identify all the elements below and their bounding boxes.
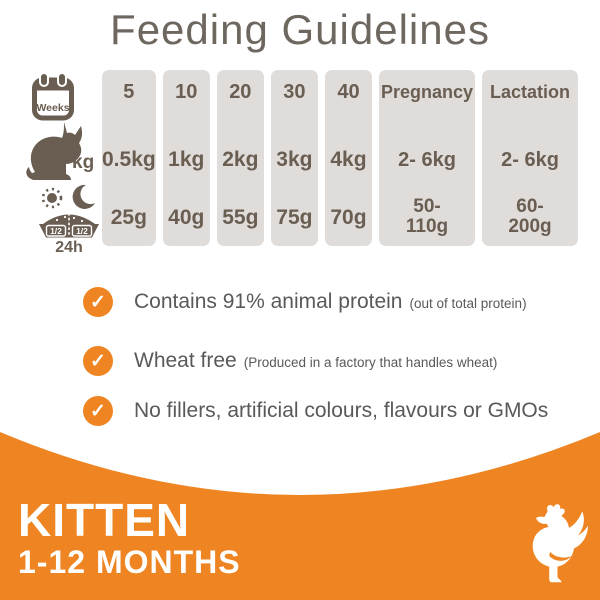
amount-value: 60- 200g	[508, 196, 552, 237]
hen-icon	[532, 504, 588, 583]
kg-label: kg	[72, 152, 95, 173]
weeks-label: Weeks	[36, 102, 69, 114]
per-24h-label: 24h	[55, 239, 83, 256]
amount-value: 55g	[222, 206, 259, 229]
page-title: Feeding Guidelines	[110, 6, 490, 53]
benefit-note: (Produced in a factory that handles whea…	[243, 355, 498, 370]
food-bowl-icon: 1/2 1/2	[39, 213, 99, 238]
weight-value: 3kg	[276, 148, 313, 171]
benefit-note: (out of total protein)	[409, 296, 527, 311]
weeks-value: 30	[283, 80, 306, 103]
benefit-main: No fillers, artificial colours, flavours…	[134, 399, 549, 422]
cat-icon	[26, 122, 83, 180]
amount-value: 40g	[168, 206, 205, 229]
benefit-item: ✓ No fillers, artificial colours, flavour…	[83, 396, 555, 426]
table-column: 30 3kg 75g	[270, 70, 318, 246]
weeks-value: 20	[229, 80, 252, 103]
half-portion-left-label: 1/2	[50, 226, 62, 236]
amount-value: 75g	[276, 206, 313, 229]
table-column: 10 1kg 40g	[162, 70, 210, 246]
sun-icon	[41, 187, 63, 209]
row-label-column: Weeks kg 1/2 1/2 24h	[22, 70, 99, 256]
weeks-value: Pregnancy	[380, 81, 474, 102]
weight-value: 2kg	[222, 148, 259, 171]
benefits-list: ✓ Contains 91% animal protein (out of tota…	[83, 287, 555, 455]
age-range: 1-12 MONTHS	[18, 544, 241, 580]
banner-curve	[0, 432, 600, 600]
moon-icon	[72, 184, 95, 209]
benefit-main: Wheat free	[134, 349, 237, 372]
bottom-banner: KITTEN 1-12 MONTHS	[0, 425, 600, 600]
benefit-text: No fillers, artificial colours, flavours…	[134, 399, 555, 423]
weight-value: 0.5kg	[102, 148, 156, 171]
benefit-item: ✓ Wheat free (Produced in a factory that h…	[83, 346, 555, 376]
weeks-value: 10	[175, 80, 198, 103]
product-name: KITTEN	[18, 494, 191, 546]
half-portion-right-label: 1/2	[76, 226, 88, 236]
check-icon: ✓	[83, 346, 113, 376]
amount-value: 50- 110g	[405, 196, 449, 237]
weight-value: 4kg	[330, 148, 367, 171]
benefit-text: Contains 91% animal protein (out of total…	[134, 290, 527, 314]
sun-moon-icons	[41, 184, 95, 209]
feeding-table: Weeks kg 1/2 1/2 24h	[22, 70, 579, 256]
benefit-text: Wheat free (Produced in a factory that ha…	[134, 349, 497, 373]
table-column: Pregnancy 2- 6kg 50- 110g	[379, 70, 476, 246]
table-column: Lactation 2- 6kg 60- 200g	[482, 70, 579, 246]
weight-value: 2- 6kg	[398, 148, 456, 171]
calendar-icon: Weeks	[32, 72, 74, 121]
table-column: 20 2kg 55g	[216, 70, 264, 246]
table-column: 40 4kg 70g	[324, 70, 373, 246]
weight-value: 1kg	[168, 148, 205, 171]
weight-value: 2- 6kg	[501, 148, 559, 171]
table-column: 5 0.5kg 25g	[102, 70, 156, 246]
weeks-value: Lactation	[490, 81, 571, 102]
amount-value: 70g	[330, 206, 367, 229]
check-icon: ✓	[83, 396, 113, 426]
weeks-value: 40	[337, 80, 360, 103]
check-icon: ✓	[83, 287, 113, 317]
amount-value: 25g	[110, 206, 147, 229]
weeks-value: 5	[123, 80, 135, 103]
benefit-main: Contains 91% animal protein	[134, 290, 403, 313]
benefit-item: ✓ Contains 91% animal protein (out of tota…	[83, 287, 555, 317]
